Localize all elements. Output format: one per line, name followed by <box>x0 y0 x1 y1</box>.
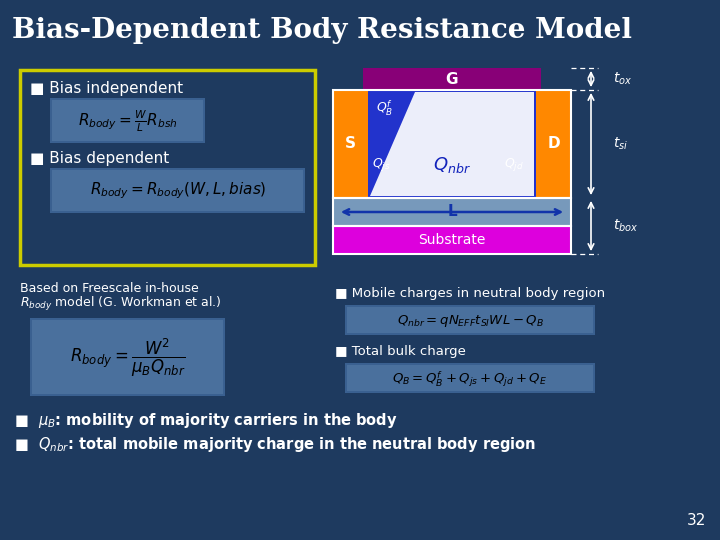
Bar <box>333 90 368 198</box>
Bar <box>333 198 571 226</box>
Text: ■ Bias independent: ■ Bias independent <box>30 80 183 96</box>
Bar <box>52 100 203 141</box>
Bar <box>345 363 595 393</box>
Text: Bias-Dependent Body Resistance Model: Bias-Dependent Body Resistance Model <box>12 17 632 44</box>
Bar <box>30 318 225 396</box>
Polygon shape <box>370 92 534 196</box>
Text: $Q_{jd}$: $Q_{jd}$ <box>504 157 524 173</box>
Text: S: S <box>345 137 356 152</box>
Text: $Q_B^f$: $Q_B^f$ <box>376 98 393 118</box>
Text: G: G <box>446 71 458 86</box>
Text: $Q_{nbr} = qN_{EFF}t_{SI}WL - Q_B$: $Q_{nbr} = qN_{EFF}t_{SI}WL - Q_B$ <box>397 313 544 329</box>
Text: ■ Mobile charges in neutral body region: ■ Mobile charges in neutral body region <box>335 287 605 300</box>
Bar <box>333 90 571 198</box>
Bar <box>50 168 305 213</box>
Text: $t_{si}$: $t_{si}$ <box>613 136 628 152</box>
Bar <box>363 68 541 90</box>
Text: $t_{box}$: $t_{box}$ <box>613 218 639 234</box>
Text: $Q_{js}$: $Q_{js}$ <box>372 157 391 173</box>
Text: $Q_{nbr}$: $Q_{nbr}$ <box>433 155 471 175</box>
Text: ■ Bias dependent: ■ Bias dependent <box>30 151 169 165</box>
Text: L: L <box>447 205 456 219</box>
Text: $Q_B = Q_B^f + Q_{js} + Q_{jd} + Q_E$: $Q_B = Q_B^f + Q_{js} + Q_{jd} + Q_E$ <box>392 369 547 389</box>
Text: $R_{body} = \frac{W}{L}R_{bsh}$: $R_{body} = \frac{W}{L}R_{bsh}$ <box>78 108 178 134</box>
Text: $R_{body} = \dfrac{W^2}{\mu_B Q_{nbr}}$: $R_{body} = \dfrac{W^2}{\mu_B Q_{nbr}}$ <box>71 337 186 379</box>
Text: ■ Total bulk charge: ■ Total bulk charge <box>335 346 466 359</box>
Bar <box>368 90 536 198</box>
Text: $t_{ox}$: $t_{ox}$ <box>613 71 632 87</box>
Bar <box>20 70 315 265</box>
Bar <box>333 226 571 254</box>
Text: Based on Freescale in-house: Based on Freescale in-house <box>20 281 199 294</box>
Bar <box>52 170 303 211</box>
Bar <box>50 98 205 143</box>
Text: $R_{body} = R_{body}(W, L, bias)$: $R_{body} = R_{body}(W, L, bias)$ <box>90 181 266 201</box>
Bar <box>536 90 571 198</box>
Bar <box>345 305 595 335</box>
Text: 32: 32 <box>687 513 706 528</box>
Text: $R_{body}$ model (G. Workman et al.): $R_{body}$ model (G. Workman et al.) <box>20 295 222 313</box>
Bar <box>32 320 223 394</box>
Text: $\blacksquare$  $\mu_B$: mobility of majority carriers in the body: $\blacksquare$ $\mu_B$: mobility of majo… <box>14 410 397 429</box>
Bar <box>347 307 593 333</box>
Bar <box>333 198 571 226</box>
Bar <box>347 365 593 391</box>
Bar <box>333 226 571 254</box>
Text: D: D <box>547 137 560 152</box>
Text: Substrate: Substrate <box>418 233 486 247</box>
Text: $\blacksquare$  $Q_{nbr}$: total mobile majority charge in the neutral body regi: $\blacksquare$ $Q_{nbr}$: total mobile m… <box>14 435 536 455</box>
